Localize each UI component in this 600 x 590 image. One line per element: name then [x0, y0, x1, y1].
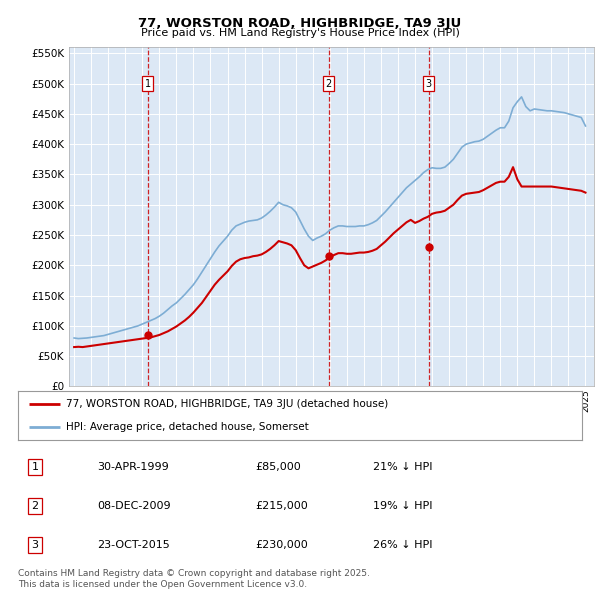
Text: 77, WORSTON ROAD, HIGHBRIDGE, TA9 3JU (detached house): 77, WORSTON ROAD, HIGHBRIDGE, TA9 3JU (d… [66, 399, 388, 409]
Text: Price paid vs. HM Land Registry's House Price Index (HPI): Price paid vs. HM Land Registry's House … [140, 28, 460, 38]
Text: 1: 1 [31, 462, 38, 472]
Text: 2: 2 [325, 78, 332, 88]
Text: 3: 3 [31, 540, 38, 550]
Text: 2: 2 [31, 501, 38, 511]
Text: 19% ↓ HPI: 19% ↓ HPI [373, 501, 433, 511]
Text: 26% ↓ HPI: 26% ↓ HPI [373, 540, 433, 550]
Text: 3: 3 [426, 78, 432, 88]
Text: 30-APR-1999: 30-APR-1999 [97, 462, 169, 472]
Text: 77, WORSTON ROAD, HIGHBRIDGE, TA9 3JU: 77, WORSTON ROAD, HIGHBRIDGE, TA9 3JU [139, 17, 461, 30]
Text: £85,000: £85,000 [255, 462, 301, 472]
Text: £215,000: £215,000 [255, 501, 308, 511]
Text: 21% ↓ HPI: 21% ↓ HPI [373, 462, 433, 472]
Text: £230,000: £230,000 [255, 540, 308, 550]
Text: 1: 1 [145, 78, 151, 88]
Text: Contains HM Land Registry data © Crown copyright and database right 2025.
This d: Contains HM Land Registry data © Crown c… [18, 569, 370, 589]
Text: 23-OCT-2015: 23-OCT-2015 [97, 540, 170, 550]
Text: 08-DEC-2009: 08-DEC-2009 [97, 501, 170, 511]
Text: HPI: Average price, detached house, Somerset: HPI: Average price, detached house, Some… [66, 422, 308, 432]
